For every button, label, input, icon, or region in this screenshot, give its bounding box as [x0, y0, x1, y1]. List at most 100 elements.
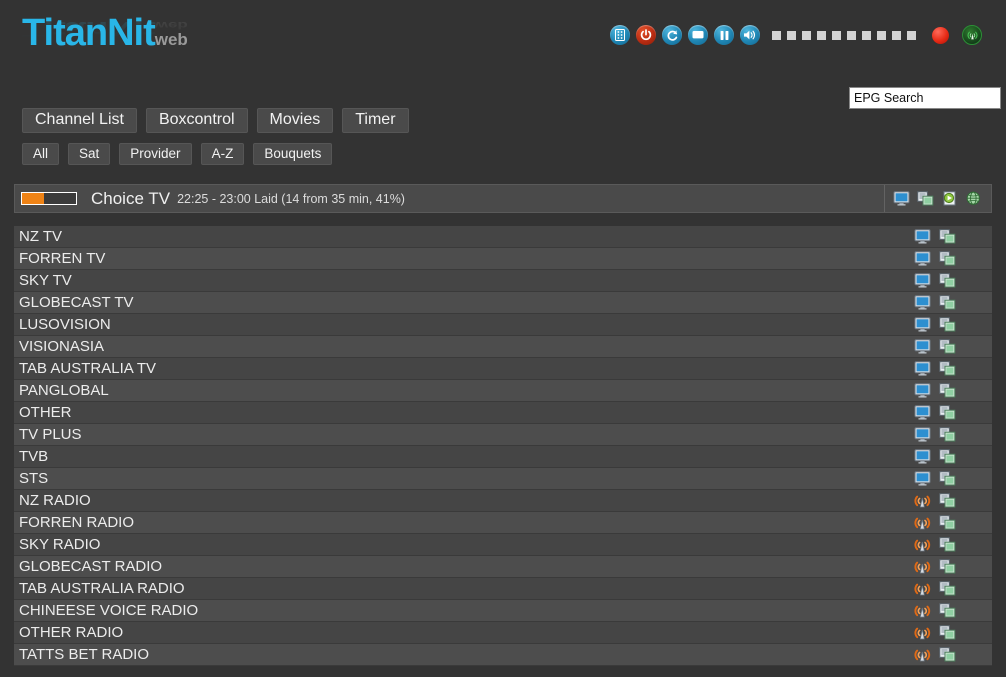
tab-timer[interactable]: Timer [342, 108, 409, 133]
subtab-bouquets[interactable]: Bouquets [253, 143, 333, 165]
list-item-label: VISIONASIA [19, 338, 105, 355]
subtab-sat[interactable]: Sat [68, 143, 111, 165]
list-item[interactable]: TVB [14, 446, 992, 468]
epg-list-icon[interactable] [939, 339, 956, 354]
list-item[interactable]: FORREN RADIO [14, 512, 992, 534]
list-item[interactable]: TV PLUS [14, 424, 992, 446]
refresh-icon[interactable] [662, 25, 682, 45]
volume-icon[interactable] [740, 25, 760, 45]
epg-list-icon[interactable] [939, 647, 956, 662]
tab-channel-list[interactable]: Channel List [22, 108, 137, 133]
radio-icon[interactable] [914, 559, 931, 574]
monitor-icon[interactable] [914, 427, 931, 442]
volume-bar[interactable] [772, 30, 781, 40]
monitor-icon[interactable] [914, 449, 931, 464]
media-icon[interactable] [941, 191, 958, 206]
program-progress-fill [22, 193, 45, 204]
volume-bar[interactable] [877, 30, 886, 40]
volume-bar[interactable] [862, 30, 871, 40]
list-item-actions [914, 361, 992, 376]
monitor-icon[interactable] [914, 339, 931, 354]
list-item[interactable]: TAB AUSTRALIA RADIO [14, 578, 992, 600]
monitor-icon[interactable] [914, 361, 931, 376]
screen-icon[interactable] [688, 25, 708, 45]
list-item[interactable]: TAB AUSTRALIA TV [14, 358, 992, 380]
epg-list-icon[interactable] [939, 361, 956, 376]
list-item[interactable]: OTHER [14, 402, 992, 424]
list-item[interactable]: NZ TV [14, 226, 992, 248]
copy-icon[interactable] [917, 191, 934, 206]
monitor-icon[interactable] [914, 273, 931, 288]
list-item[interactable]: OTHER RADIO [14, 622, 992, 644]
epg-list-icon[interactable] [939, 229, 956, 244]
monitor-icon[interactable] [914, 229, 931, 244]
epg-list-icon[interactable] [939, 515, 956, 530]
radio-icon[interactable] [914, 537, 931, 552]
monitor-icon[interactable] [914, 251, 931, 266]
list-item[interactable]: GLOBECAST RADIO [14, 556, 992, 578]
monitor-icon[interactable] [914, 471, 931, 486]
volume-level-bars[interactable] [772, 30, 916, 40]
pause-icon[interactable] [714, 25, 734, 45]
radio-icon[interactable] [914, 603, 931, 618]
epg-list-icon[interactable] [939, 537, 956, 552]
epg-list-icon[interactable] [939, 493, 956, 508]
list-item[interactable]: FORREN TV [14, 248, 992, 270]
list-item[interactable]: PANGLOBAL [14, 380, 992, 402]
radio-icon[interactable] [914, 581, 931, 596]
list-item[interactable]: SKY RADIO [14, 534, 992, 556]
subtab-all[interactable]: All [22, 143, 60, 165]
list-item-label: NZ TV [19, 228, 63, 245]
monitor-icon[interactable] [914, 383, 931, 398]
list-item-label: CHINEESE VOICE RADIO [19, 602, 199, 619]
monitor-icon[interactable] [893, 191, 910, 206]
list-item[interactable]: TATTS BET RADIO [14, 644, 992, 666]
list-item-label: GLOBECAST RADIO [19, 558, 163, 575]
monitor-icon[interactable] [914, 295, 931, 310]
power-icon[interactable] [636, 25, 656, 45]
volume-bar[interactable] [832, 30, 841, 40]
epg-search-input[interactable] [849, 87, 1001, 109]
tab-boxcontrol[interactable]: Boxcontrol [145, 108, 248, 133]
volume-bar[interactable] [847, 30, 856, 40]
epg-list-icon[interactable] [939, 559, 956, 574]
list-item-label: NZ RADIO [19, 492, 91, 509]
epg-list-icon[interactable] [939, 273, 956, 288]
epg-list-icon[interactable] [939, 471, 956, 486]
logo-secondary-text: web [154, 30, 188, 49]
epg-list-icon[interactable] [939, 251, 956, 266]
epg-list-icon[interactable] [939, 383, 956, 398]
globe-icon[interactable] [965, 191, 982, 206]
epg-list-icon[interactable] [939, 449, 956, 464]
monitor-icon[interactable] [914, 317, 931, 332]
volume-bar[interactable] [802, 30, 811, 40]
keypad-icon[interactable] [610, 25, 630, 45]
volume-bar[interactable] [892, 30, 901, 40]
list-item-label: FORREN TV [19, 250, 106, 267]
list-item[interactable]: GLOBECAST TV [14, 292, 992, 314]
subtab-provider[interactable]: Provider [119, 143, 192, 165]
list-item[interactable]: SKY TV [14, 270, 992, 292]
volume-bar[interactable] [907, 30, 916, 40]
epg-list-icon[interactable] [939, 581, 956, 596]
epg-list-icon[interactable] [939, 625, 956, 640]
radio-icon[interactable] [914, 647, 931, 662]
epg-list-icon[interactable] [939, 317, 956, 332]
radio-icon[interactable] [914, 625, 931, 640]
radio-icon[interactable] [914, 515, 931, 530]
epg-list-icon[interactable] [939, 427, 956, 442]
tab-movies[interactable]: Movies [256, 108, 334, 133]
volume-bar[interactable] [787, 30, 796, 40]
list-item[interactable]: STS [14, 468, 992, 490]
volume-bar[interactable] [817, 30, 826, 40]
epg-list-icon[interactable] [939, 405, 956, 420]
radio-icon[interactable] [914, 493, 931, 508]
monitor-icon[interactable] [914, 405, 931, 420]
list-item[interactable]: NZ RADIO [14, 490, 992, 512]
list-item[interactable]: LUSOVISION [14, 314, 992, 336]
list-item[interactable]: VISIONASIA [14, 336, 992, 358]
subtab-az[interactable]: A-Z [200, 143, 245, 165]
epg-list-icon[interactable] [939, 603, 956, 618]
epg-list-icon[interactable] [939, 295, 956, 310]
list-item[interactable]: CHINEESE VOICE RADIO [14, 600, 992, 622]
